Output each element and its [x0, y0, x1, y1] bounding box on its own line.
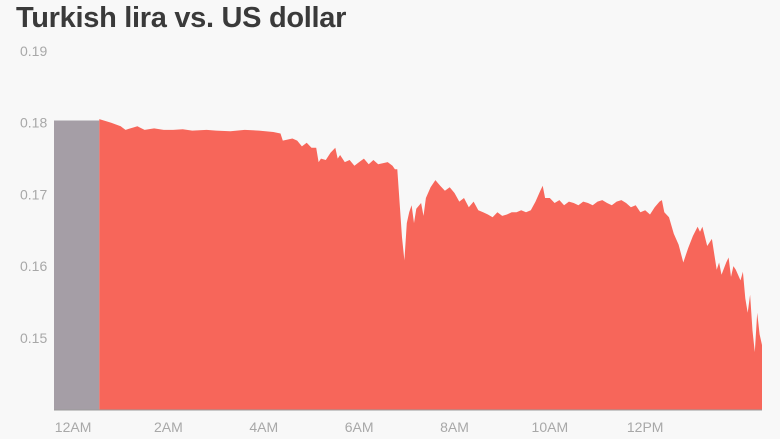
- pre-market-area: [54, 120, 100, 410]
- x-tick-label: 12AM: [55, 419, 92, 435]
- y-tick-label: 0.18: [20, 115, 47, 131]
- y-tick-label: 0.17: [20, 186, 47, 202]
- x-tick-label: 8AM: [440, 419, 469, 435]
- x-tick-label: 12PM: [627, 419, 664, 435]
- x-tick-label: 2AM: [154, 419, 183, 435]
- x-tick-label: 10AM: [532, 419, 569, 435]
- y-tick-label: 0.19: [20, 43, 47, 59]
- x-tick-label: 4AM: [249, 419, 278, 435]
- chart-title: Turkish lira vs. US dollar: [16, 2, 347, 34]
- y-tick-label: 0.16: [20, 258, 47, 274]
- y-tick-label: 0.15: [20, 330, 47, 346]
- x-tick-label: 6AM: [345, 419, 374, 435]
- lira-rate-area: [99, 119, 763, 410]
